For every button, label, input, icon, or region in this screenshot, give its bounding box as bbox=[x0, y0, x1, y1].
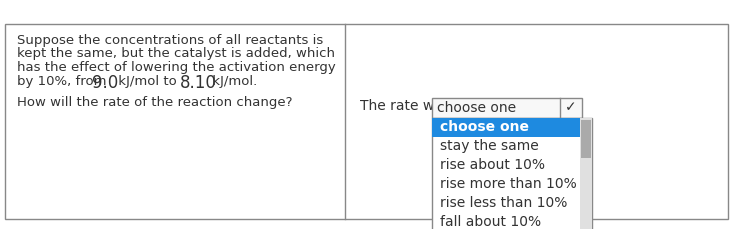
Bar bbox=[580, 117, 592, 229]
Text: choose one: choose one bbox=[440, 120, 529, 134]
Text: ✓: ✓ bbox=[565, 101, 577, 114]
Text: stay the same: stay the same bbox=[440, 139, 539, 153]
Text: choose one: choose one bbox=[437, 101, 516, 114]
Text: 8.10: 8.10 bbox=[180, 74, 217, 93]
Text: Suppose the concentrations of all reactants is: Suppose the concentrations of all reacta… bbox=[17, 34, 323, 47]
Text: rise more than 10%: rise more than 10% bbox=[440, 177, 577, 191]
Text: has the effect of lowering the activation energy: has the effect of lowering the activatio… bbox=[17, 61, 335, 74]
Text: 9.0: 9.0 bbox=[92, 74, 118, 93]
Text: kept the same, but the catalyst is added, which: kept the same, but the catalyst is added… bbox=[17, 47, 335, 60]
Text: fall about 10%: fall about 10% bbox=[440, 215, 541, 229]
Text: rise about 10%: rise about 10% bbox=[440, 158, 545, 172]
Bar bbox=[432, 98, 582, 117]
Bar bbox=[432, 117, 580, 136]
Bar bbox=[432, 117, 592, 229]
Text: by 10%, from: by 10%, from bbox=[17, 74, 111, 87]
Text: kJ/mol.: kJ/mol. bbox=[208, 74, 257, 87]
Text: kJ/mol to: kJ/mol to bbox=[114, 74, 181, 87]
Bar bbox=[5, 24, 728, 219]
Text: rise less than 10%: rise less than 10% bbox=[440, 196, 567, 210]
Text: The rate will: The rate will bbox=[360, 99, 446, 114]
Text: How will the rate of the reaction change?: How will the rate of the reaction change… bbox=[17, 96, 293, 109]
Bar bbox=[581, 120, 591, 158]
